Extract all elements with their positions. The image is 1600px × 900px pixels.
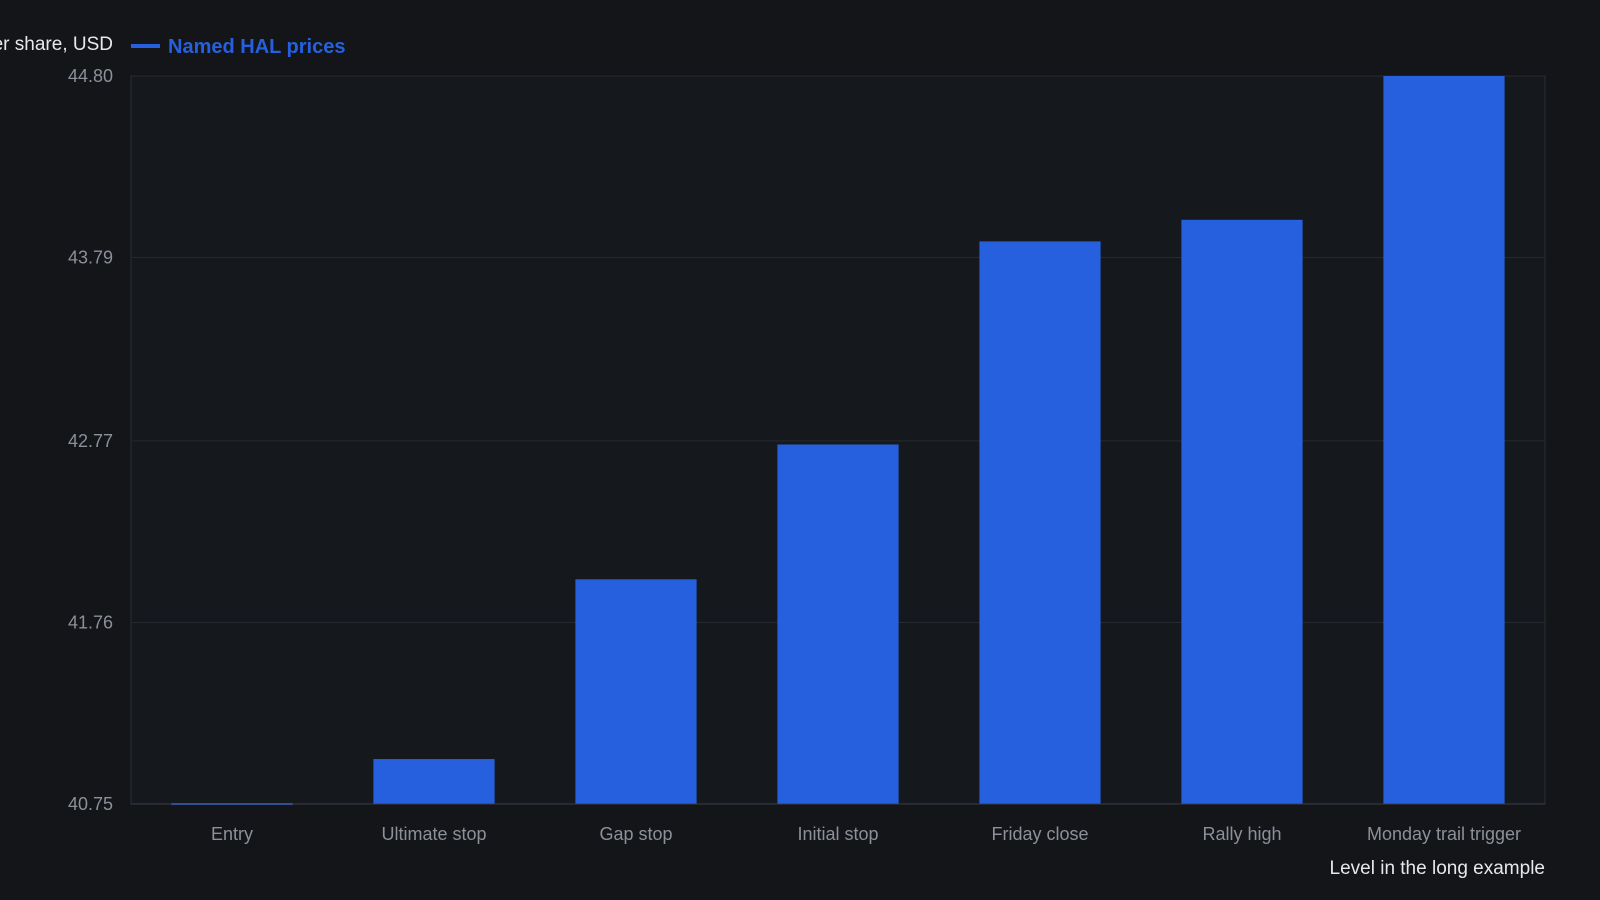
x-axis-ticks: Entry Ultimate stop Gap stop Initial stop Fr… — [211, 824, 1521, 844]
bar-rally-high — [1181, 219, 1303, 804]
x-tick-label: Entry — [211, 824, 253, 844]
x-tick-label: Ultimate stop — [381, 824, 486, 844]
y-tick-label: 41.76 — [68, 612, 113, 632]
x-tick-label: Friday close — [991, 824, 1088, 844]
x-tick-label: Rally high — [1202, 824, 1281, 844]
legend: Named HAL prices — [131, 36, 345, 58]
x-axis-title: Level in the long example — [1330, 858, 1545, 879]
x-tick-label: Gap stop — [599, 824, 672, 844]
x-tick-label: Monday trail trigger — [1367, 824, 1521, 844]
y-axis-title: Price per share, USD — [0, 34, 113, 55]
y-tick-label: 40.75 — [68, 794, 113, 814]
y-tick-label: 42.77 — [68, 431, 113, 451]
x-tick-label: Initial stop — [797, 824, 878, 844]
y-tick-label: 44.80 — [68, 66, 113, 86]
bars — [171, 76, 1505, 805]
bar-ultimate-stop — [373, 759, 495, 804]
bar-gap-stop — [575, 579, 697, 804]
bar-initial-stop — [777, 444, 899, 804]
bar-friday-close — [979, 241, 1101, 805]
legend-label: Named HAL prices — [168, 36, 345, 58]
y-tick-label: 43.79 — [68, 248, 113, 268]
y-axis-ticks: 40.75 41.76 42.77 43.79 44.80 — [68, 66, 113, 814]
bar-monday-trail-trigger — [1383, 76, 1505, 804]
